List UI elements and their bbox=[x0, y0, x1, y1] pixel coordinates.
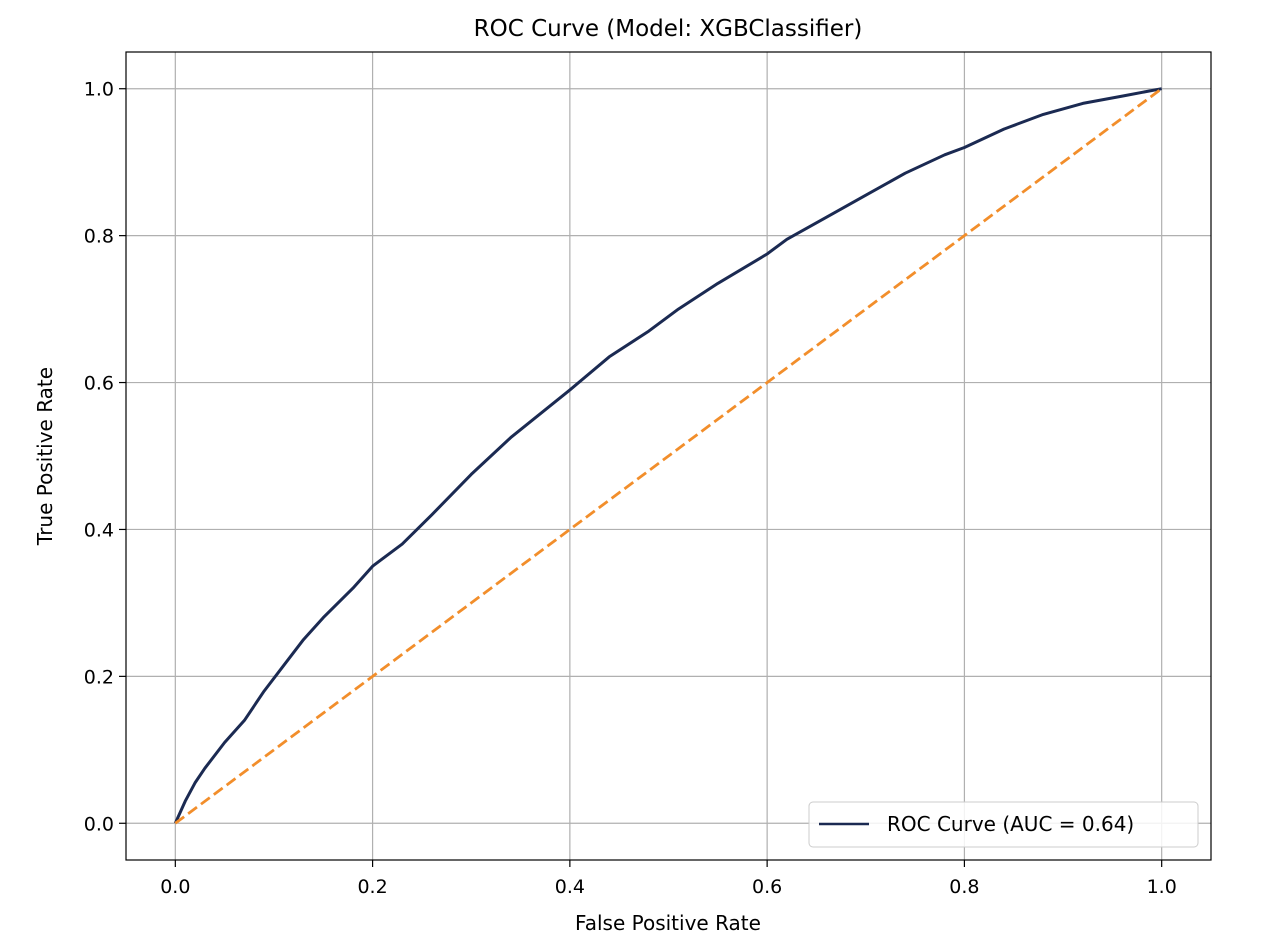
y-tick-label: 0.0 bbox=[84, 813, 114, 835]
y-tick-label: 0.4 bbox=[84, 519, 114, 541]
diagonal-reference-line bbox=[174, 87, 1163, 825]
series-layer bbox=[173, 87, 1163, 825]
x-tick-label: 0.2 bbox=[357, 876, 387, 898]
x-tick-label: 0.6 bbox=[752, 876, 782, 898]
roc-curve-line bbox=[173, 87, 1162, 824]
legend-box bbox=[808, 801, 1199, 848]
grid bbox=[126, 52, 1211, 860]
y-tick-label: 0.6 bbox=[84, 373, 114, 395]
y-axis-label: True Positive Rate bbox=[33, 367, 57, 546]
y-tick-label: 1.0 bbox=[84, 79, 114, 101]
legend-label-roc-curve: ROC Curve (AUC = 0.64) bbox=[887, 812, 1134, 836]
x-tick-label: 0.0 bbox=[160, 876, 190, 898]
x-tick-label: 0.4 bbox=[555, 876, 585, 898]
x-tick-label: 0.8 bbox=[949, 876, 979, 898]
x-axis-label: False Positive Rate bbox=[575, 911, 761, 935]
legend: ROC Curve (AUC = 0.64) bbox=[808, 801, 1199, 848]
chart-title: ROC Curve (Model: XGBClassifier) bbox=[474, 16, 863, 42]
y-tick-label: 0.8 bbox=[84, 226, 114, 248]
plot-frame bbox=[125, 51, 1212, 861]
ticks: 0.0 0.2 0.4 0.6 0.8 1.0 0.0 0.2 0.4 0.6 0.8 1.0 bbox=[84, 79, 1177, 898]
x-tick-label: 1.0 bbox=[1147, 876, 1177, 898]
y-tick-label: 0.2 bbox=[84, 666, 114, 688]
